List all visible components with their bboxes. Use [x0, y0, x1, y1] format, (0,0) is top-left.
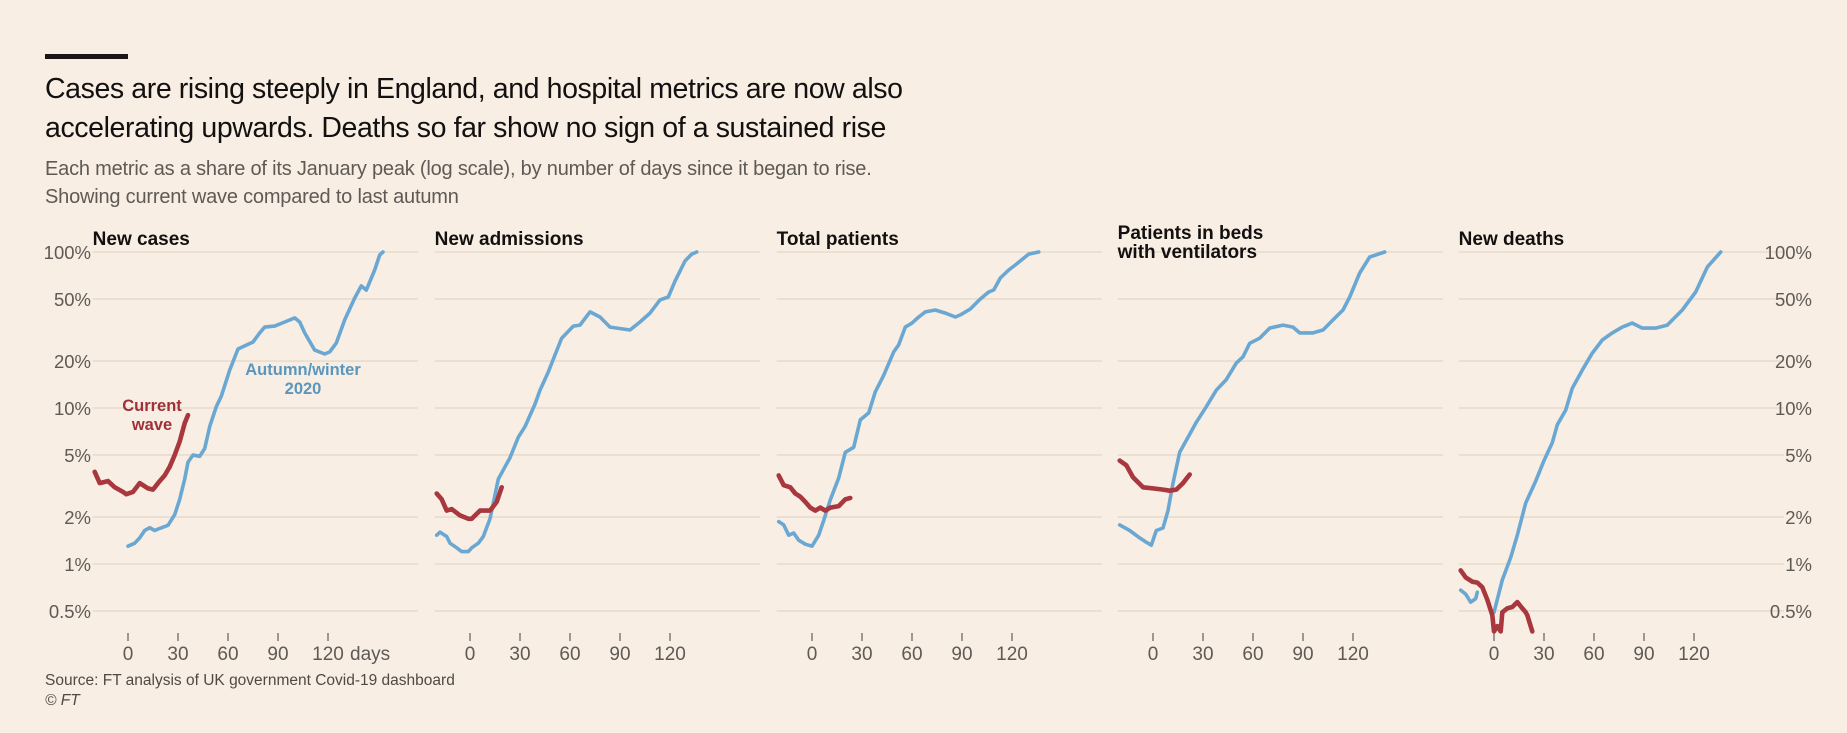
y-tick-label-left: 2% — [64, 507, 91, 528]
autumn-winter-2020-line-seg-1 — [1458, 588, 1480, 604]
x-tick-label: 90 — [1292, 644, 1313, 665]
autumn-winter-2020-line — [434, 250, 699, 554]
chart-title-line-1: Cases are rising steeply in England, and… — [45, 73, 903, 105]
current-wave-annotation: Current wave — [122, 397, 182, 434]
current-wave-line — [776, 473, 853, 513]
x-tick-label: 30 — [1533, 644, 1554, 665]
x-tick-label: 0 — [807, 644, 818, 665]
x-tick-label: 0 — [1148, 644, 1159, 665]
panel-title-line-1: Patients in beds — [1118, 223, 1264, 244]
annotation-line-2: wave — [131, 416, 172, 434]
x-tick-label: 90 — [951, 644, 972, 665]
y-tick-label-left: 5% — [64, 445, 91, 466]
y-tick-label-right: 10% — [1775, 398, 1812, 419]
autumn-winter-2020-line — [126, 250, 385, 549]
current-wave-line — [92, 412, 191, 497]
autumn-winter-2020-line-seg-2 — [1492, 250, 1723, 615]
x-tick-label: 30 — [1192, 644, 1213, 665]
panel-4: Patients in beds with ventilators 0 30 60 90 1… — [1117, 223, 1443, 665]
chart-footer: Source: FT analysis of UK government Cov… — [45, 671, 455, 711]
annotation-line-1: Autumn/winter — [245, 361, 361, 379]
panel-1: New cases 0 30 60 90 120 days — [92, 229, 418, 665]
y-tick-label-left: 20% — [54, 351, 91, 372]
autumn-winter-2020-line — [1117, 250, 1387, 548]
x-tick-label: 120 — [312, 644, 344, 665]
y-tick-label-right: 1% — [1785, 554, 1812, 575]
panel-title: New deaths — [1459, 229, 1565, 250]
x-tick-label: 30 — [167, 644, 188, 665]
copyright-note: © FT — [45, 692, 80, 709]
source-note: Source: FT analysis of UK government Cov… — [45, 672, 455, 689]
autumn-winter-2020-line — [776, 250, 1041, 549]
y-tick-label-right: 0.5% — [1770, 601, 1812, 622]
y-tick-label-right: 20% — [1775, 351, 1812, 372]
panel-title: New cases — [93, 229, 190, 250]
y-tick-label-left: 100% — [44, 242, 91, 263]
x-tick-label: 0 — [1489, 644, 1500, 665]
annotation-line-2: 2020 — [285, 380, 322, 398]
x-tick-label: 30 — [509, 644, 530, 665]
x-tick-label: 60 — [217, 644, 238, 665]
current-wave-line — [1458, 568, 1535, 634]
x-tick-label: 120 — [654, 644, 686, 665]
x-tick-label: 60 — [559, 644, 580, 665]
x-tick-label: 60 — [901, 644, 922, 665]
x-unit-label: days — [350, 644, 390, 665]
y-tick-label-left: 0.5% — [49, 601, 91, 622]
y-tick-label-left: 1% — [64, 554, 91, 575]
chart-title: Cases are rising steeply in England, and… — [45, 70, 1025, 148]
chart-subtitle-line-2: Showing current wave compared to last au… — [45, 186, 459, 208]
x-tick-label: 120 — [1337, 644, 1369, 665]
autumn-winter-annotation: Autumn/winter 2020 — [245, 361, 361, 398]
x-tick-label: 30 — [851, 644, 872, 665]
panel-3: Total patients 0 30 60 90 120 — [776, 229, 1102, 665]
y-tick-label-left: 10% — [54, 398, 91, 419]
current-wave-line — [1117, 458, 1192, 494]
x-tick-label: 90 — [267, 644, 288, 665]
y-tick-label-right: 2% — [1785, 507, 1812, 528]
x-tick-label: 120 — [996, 644, 1028, 665]
panel-title: Total patients — [777, 229, 899, 250]
y-tick-label-right: 50% — [1775, 289, 1812, 310]
panel-title: New admissions — [435, 229, 584, 250]
x-tick-label: 120 — [1678, 644, 1710, 665]
x-tick-label: 60 — [1242, 644, 1263, 665]
x-tick-label: 90 — [1633, 644, 1654, 665]
annotation-line-1: Current — [122, 397, 182, 415]
panel-5: New deaths 0 30 60 90 120 — [1458, 229, 1784, 665]
header-accent-bar — [45, 54, 128, 59]
x-tick-label: 90 — [609, 644, 630, 665]
x-tick-label: 0 — [123, 644, 134, 665]
chart-subtitle: Each metric as a share of its January pe… — [45, 155, 1045, 211]
x-tick-label: 0 — [465, 644, 476, 665]
panel-2: New admissions 0 30 60 90 120 — [434, 229, 760, 665]
chart-subtitle-line-1: Each metric as a share of its January pe… — [45, 158, 872, 180]
y-tick-label-right: 5% — [1785, 445, 1812, 466]
panel-title-line-2: with ventilators — [1117, 242, 1257, 263]
x-tick-label: 60 — [1583, 644, 1604, 665]
y-tick-label-right: 100% — [1765, 242, 1812, 263]
chart-title-line-2: accelerating upwards. Deaths so far show… — [45, 112, 886, 144]
current-wave-line — [434, 484, 505, 522]
y-tick-label-left: 50% — [54, 289, 91, 310]
panel-title: Patients in beds with ventilators — [1117, 223, 1264, 263]
